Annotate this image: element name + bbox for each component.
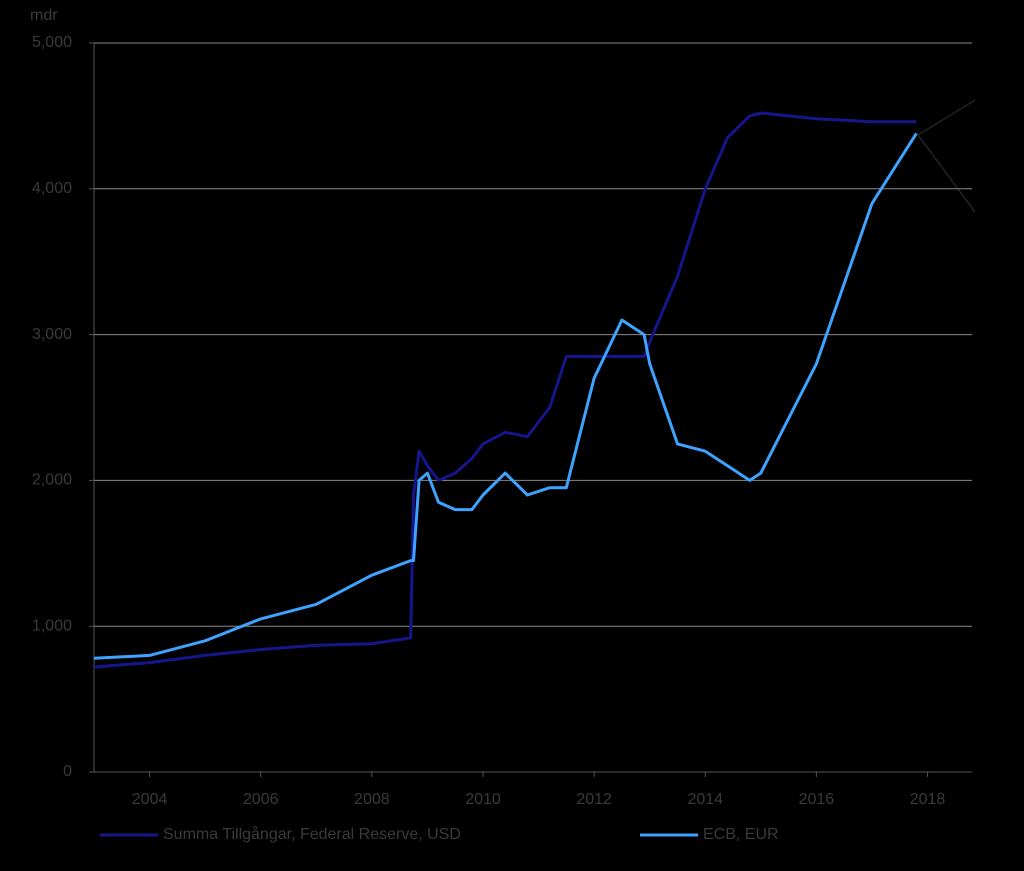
arrow xyxy=(917,134,976,213)
y-tick-label: 0 xyxy=(63,763,72,780)
data-line xyxy=(93,111,917,669)
y-tick-label: 5,000 xyxy=(32,34,72,51)
y-tick-label: 3,000 xyxy=(32,326,72,343)
y-tick-label: 2,000 xyxy=(32,472,72,489)
legend-label: ECB, EUR xyxy=(703,826,779,843)
arrow xyxy=(917,99,976,136)
legend-label: Summa Tillgångar, Federal Reserve, USD xyxy=(163,825,461,843)
x-tick-label: 2008 xyxy=(354,791,390,808)
data-line xyxy=(93,132,918,660)
y-tick-label: 4,000 xyxy=(32,180,72,197)
x-tick-label: 2016 xyxy=(799,791,835,808)
x-tick-label: 2010 xyxy=(465,791,501,808)
x-tick-label: 2012 xyxy=(576,791,612,808)
x-tick-label: 2004 xyxy=(132,791,168,808)
y-tick-label: 1,000 xyxy=(32,617,72,634)
y-axis-label: mdr xyxy=(30,7,58,24)
x-tick-label: 2018 xyxy=(910,791,946,808)
x-tick-label: 2006 xyxy=(243,791,279,808)
x-tick-label: 2014 xyxy=(687,791,723,808)
